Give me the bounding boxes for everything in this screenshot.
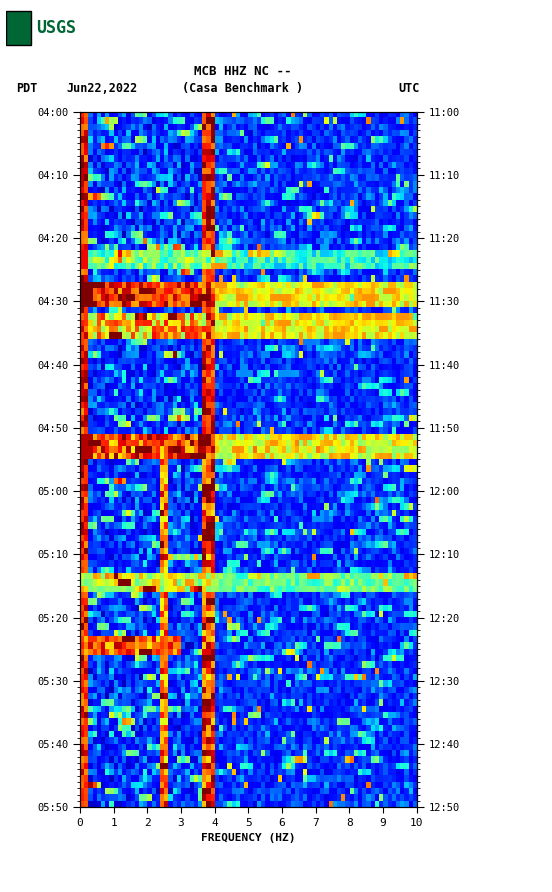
FancyBboxPatch shape bbox=[6, 11, 31, 45]
Text: (Casa Benchmark ): (Casa Benchmark ) bbox=[182, 82, 304, 95]
Text: USGS: USGS bbox=[36, 19, 76, 37]
Text: UTC: UTC bbox=[398, 82, 420, 95]
Text: Jun22,2022: Jun22,2022 bbox=[66, 82, 137, 95]
Text: PDT: PDT bbox=[17, 82, 38, 95]
X-axis label: FREQUENCY (HZ): FREQUENCY (HZ) bbox=[201, 833, 296, 843]
Text: MCB HHZ NC --: MCB HHZ NC -- bbox=[194, 65, 291, 78]
